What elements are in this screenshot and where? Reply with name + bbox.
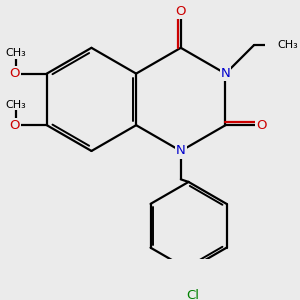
Text: N: N [176, 145, 186, 158]
Text: O: O [9, 67, 20, 80]
Text: O: O [256, 119, 267, 132]
Text: Cl: Cl [186, 290, 199, 300]
Text: N: N [220, 67, 230, 80]
Text: CH₃: CH₃ [277, 40, 298, 50]
Text: CH₃: CH₃ [5, 100, 26, 110]
Text: O: O [9, 119, 20, 132]
Text: CH₃: CH₃ [5, 48, 26, 58]
Text: O: O [176, 5, 186, 18]
